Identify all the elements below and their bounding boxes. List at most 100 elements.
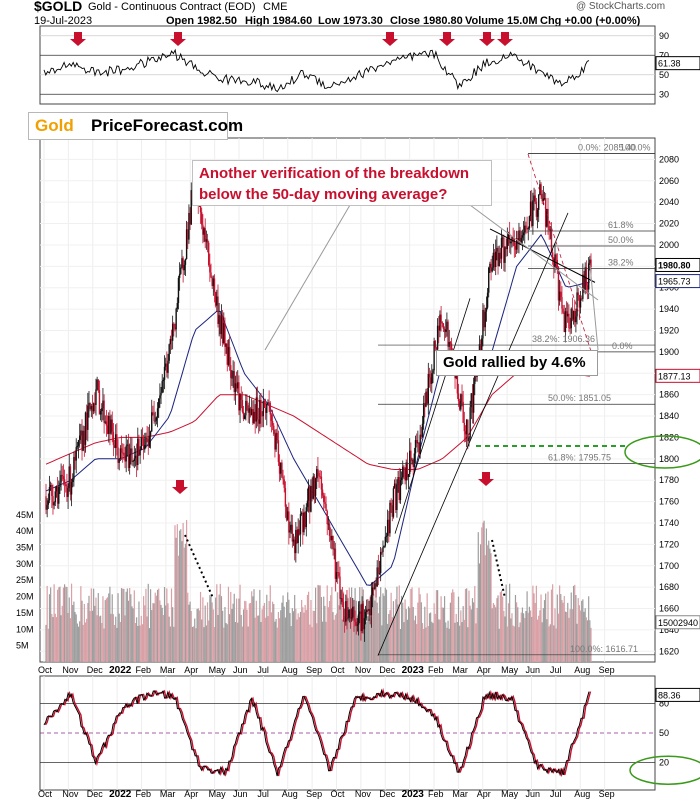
candle-body <box>70 481 73 495</box>
volume-bar <box>278 618 281 662</box>
sto-x-tick-label: Mar <box>452 789 468 799</box>
candle-body <box>481 338 483 351</box>
chart-date: 19-Jul-2023 <box>34 15 93 27</box>
volume-bar <box>156 589 159 662</box>
candle-body <box>211 277 213 286</box>
volume-bar <box>95 597 97 662</box>
candle-body <box>465 420 468 435</box>
candle-body <box>399 480 402 501</box>
sto-x-tick-label: Jul <box>550 789 562 799</box>
volume-bar <box>583 611 585 662</box>
volume-bar <box>89 611 91 662</box>
candle-body <box>374 583 376 589</box>
volume-bar <box>426 593 428 662</box>
candle-body <box>271 420 274 426</box>
candle-body <box>231 377 233 379</box>
sto-x-tick-label: Dec <box>87 789 104 799</box>
candle-body <box>314 478 317 496</box>
volume-bar <box>420 602 422 662</box>
volume-bar <box>259 589 261 662</box>
candle-body <box>500 238 503 259</box>
volume-bar <box>224 607 226 662</box>
volume-bar <box>565 612 568 662</box>
volume-bar <box>165 605 167 662</box>
candle-body <box>228 347 231 366</box>
volume-bar <box>488 540 490 662</box>
volume-bar <box>116 627 118 662</box>
candle-body <box>84 412 87 445</box>
fib-level-label: 50.0% <box>608 235 634 245</box>
candle-body <box>120 448 123 453</box>
candle-body <box>532 200 534 226</box>
candle-body <box>578 295 581 308</box>
candle-body <box>78 435 81 441</box>
volume-bar <box>455 613 457 662</box>
volume-bar <box>106 597 109 662</box>
x-tick-label: 2022 <box>109 665 132 676</box>
candle-body <box>254 411 256 422</box>
candle-body <box>178 273 181 278</box>
price-tick-label: 1900 <box>659 347 679 357</box>
price-tick-label: 1680 <box>659 582 679 592</box>
volume-bar <box>582 599 584 662</box>
volume-bar <box>556 594 558 662</box>
candle-body <box>293 539 296 554</box>
volume-bar <box>101 623 103 662</box>
volume-bar <box>371 586 374 662</box>
candle-body <box>304 512 306 528</box>
candle-body <box>310 485 312 512</box>
volume-bar <box>204 605 206 662</box>
volume-bar <box>349 608 352 662</box>
volume-bar <box>169 626 171 662</box>
volume-bar <box>98 616 101 662</box>
volume-bar <box>61 605 63 662</box>
volume-bar <box>76 623 78 662</box>
candle-body <box>69 466 72 495</box>
volume-bar <box>109 586 111 662</box>
volume-bar <box>153 603 155 662</box>
candle-body <box>230 365 232 378</box>
candle-body <box>115 434 117 448</box>
volume-bar <box>387 623 389 662</box>
volume-bar <box>447 620 449 662</box>
candle-body <box>65 484 67 487</box>
volume-bar <box>70 583 73 662</box>
candle-body <box>587 263 590 290</box>
volume-bar <box>162 615 164 662</box>
volume-bar <box>282 595 284 662</box>
rsi-sell-arrow <box>497 32 513 46</box>
volume-bar <box>269 585 271 662</box>
volume-value-tag: 15002940 <box>658 618 698 628</box>
sto-x-tick-label: Sep <box>599 789 615 799</box>
candle-body <box>411 459 413 461</box>
volume-tick-label: 30M <box>16 559 34 569</box>
volume-bar <box>288 599 290 662</box>
volume-bar <box>188 604 190 662</box>
candle-body <box>328 523 331 536</box>
fib-level-label: 50.0%: 1851.05 <box>548 393 611 403</box>
volume-bar <box>73 601 75 662</box>
x-tick-label: Sep <box>306 665 322 675</box>
candle-body <box>433 341 435 371</box>
candle-body <box>309 486 311 512</box>
volume-bar <box>246 609 248 662</box>
candle-body <box>468 437 470 442</box>
candle-body <box>546 208 548 227</box>
volume-bar <box>115 616 117 662</box>
candle-body <box>560 291 562 298</box>
candle-body <box>367 609 369 611</box>
candle-body <box>145 438 147 445</box>
volume-bar <box>249 602 252 662</box>
volume-bar <box>168 616 170 662</box>
candle-body <box>159 395 161 399</box>
volume-bar <box>342 591 345 662</box>
volume-bar <box>378 596 381 662</box>
candle-body <box>268 402 270 404</box>
candle-body <box>98 390 101 415</box>
candle-body <box>548 226 550 231</box>
sto-x-tick-label: May <box>209 789 227 799</box>
volume-bar <box>244 600 246 662</box>
candle-body <box>233 371 235 393</box>
candle-body <box>60 474 62 483</box>
candle-body <box>589 259 591 264</box>
